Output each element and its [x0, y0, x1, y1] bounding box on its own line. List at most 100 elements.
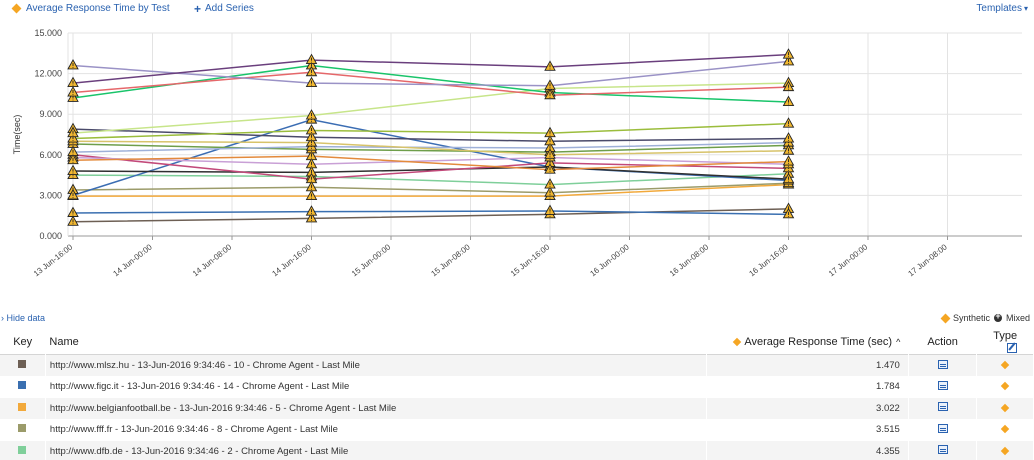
- key-cell: [0, 376, 46, 398]
- chart-action-icon[interactable]: [937, 402, 948, 412]
- chart-action-icon[interactable]: [937, 380, 948, 390]
- name-cell: http://www.mlsz.hu - 13-Jun-2016 9:34:46…: [45, 354, 707, 376]
- plus-icon: +: [194, 1, 202, 16]
- header-art[interactable]: Average Response Time (sec) ^: [706, 330, 908, 355]
- sort-ascending-icon[interactable]: ^: [896, 337, 901, 347]
- warning-marker-dot: [549, 156, 551, 158]
- x-tick-label: 16 Jun-16:00: [747, 242, 790, 278]
- synthetic-diamond-icon: [11, 3, 22, 14]
- warning-marker-dot: [549, 212, 551, 214]
- name-cell: http://www.belgianfootball.be - 13-Jun-2…: [45, 397, 707, 419]
- warning-marker-dot: [72, 99, 74, 101]
- table-row[interactable]: http://www.dfb.de - 13-Jun-2016 9:34:46 …: [0, 440, 1034, 460]
- warning-marker-dot: [311, 219, 312, 221]
- x-tick-label: 15 Jun-00:00: [350, 242, 393, 278]
- warning-marker-dot: [72, 223, 74, 225]
- warning-marker-dot: [549, 194, 551, 196]
- warning-marker-dot: [72, 142, 74, 144]
- warning-marker-dot: [788, 88, 789, 90]
- templates-dropdown[interactable]: Templates ▾: [976, 3, 1028, 14]
- x-tick-label: 16 Jun-00:00: [588, 242, 631, 278]
- add-series-label: Add Series: [205, 3, 254, 14]
- warning-marker-dot: [788, 125, 789, 127]
- y-tick-label: 6.000: [39, 150, 62, 160]
- table-row[interactable]: http://www.figc.it - 13-Jun-2016 9:34:46…: [0, 376, 1034, 398]
- name-cell: http://www.dfb.de - 13-Jun-2016 9:34:46 …: [45, 440, 707, 460]
- warning-marker-dot: [549, 215, 551, 217]
- table-row[interactable]: http://www.mlsz.hu - 13-Jun-2016 9:34:46…: [0, 354, 1034, 376]
- warning-marker-dot: [549, 186, 551, 188]
- key-cell: [0, 419, 46, 441]
- table-row[interactable]: http://www.fff.fr - 13-Jun-2016 9:34:46 …: [0, 419, 1034, 441]
- warning-marker-dot: [788, 165, 789, 167]
- legend-bar: › Hide data Synthetic Mixed: [0, 310, 1034, 330]
- warning-marker-dot: [549, 96, 551, 98]
- series-line: [72, 140, 789, 156]
- key-cell: [0, 440, 46, 460]
- synthetic-diamond-icon: [1000, 446, 1010, 455]
- synthetic-diamond-icon: [940, 313, 951, 323]
- action-cell: [908, 440, 978, 460]
- warning-marker-dot: [72, 176, 74, 178]
- series-line: [72, 141, 789, 153]
- x-tick-label: 13 Jun-16:00: [32, 242, 75, 278]
- key-cell: [0, 397, 46, 419]
- warning-marker-dot: [788, 56, 789, 58]
- warning-marker-dot: [549, 171, 551, 173]
- chart-action-icon[interactable]: [937, 359, 948, 369]
- chart-title[interactable]: Average Response Time by Test: [26, 3, 170, 14]
- series-line: [72, 182, 789, 194]
- warning-marker-dot: [311, 121, 312, 123]
- series-color-swatch: [18, 402, 27, 411]
- warning-marker-dot: [311, 213, 312, 215]
- series-color-swatch: [18, 381, 27, 390]
- chart-header: Average Response Time by Test + Add Seri…: [0, 0, 1034, 20]
- chart-title-wrap[interactable]: Average Response Time by Test: [11, 3, 170, 14]
- header-type: Type: [977, 330, 1034, 355]
- warning-marker-dot: [549, 142, 551, 144]
- action-cell: [908, 376, 978, 398]
- name-cell: http://www.figc.it - 13-Jun-2016 9:34:46…: [45, 376, 707, 398]
- warning-marker-dot: [788, 169, 789, 171]
- series-line: [73, 183, 789, 197]
- warning-marker-dot: [549, 68, 551, 70]
- warning-marker-dot: [72, 196, 74, 198]
- add-series-button[interactable]: + Add Series: [194, 1, 254, 16]
- type-cell: [976, 397, 1034, 419]
- action-cell: [908, 354, 978, 376]
- action-cell: [908, 397, 978, 419]
- series-line: [72, 208, 789, 223]
- series-line: [72, 155, 789, 171]
- warning-marker-dot: [788, 163, 789, 165]
- hide-data-link[interactable]: › Hide data: [1, 313, 46, 323]
- templates-label: Templates: [976, 3, 1022, 14]
- art-cell: 3.022: [706, 397, 909, 419]
- art-cell: 1.784: [706, 376, 909, 398]
- art-cell: 1.470: [706, 354, 909, 376]
- y-tick-label: 9.000: [39, 109, 62, 119]
- table-row[interactable]: http://www.belgianfootball.be - 13-Jun-2…: [0, 397, 1034, 419]
- chart-action-icon[interactable]: [937, 423, 948, 433]
- synthetic-diamond-icon: [1000, 425, 1010, 434]
- series-line: [72, 60, 789, 87]
- series-line: [72, 53, 789, 84]
- warning-marker-dot: [788, 140, 789, 142]
- warning-marker-dot: [311, 148, 312, 150]
- warning-marker-dot: [72, 134, 74, 136]
- x-tick-label: 14 Jun-16:00: [270, 242, 313, 278]
- warning-marker-dot: [788, 180, 789, 182]
- warning-marker-dot: [311, 61, 312, 63]
- x-tick-label: 15 Jun-08:00: [429, 242, 472, 278]
- warning-marker-dot: [788, 152, 789, 154]
- warning-marker-dot: [72, 153, 74, 155]
- chart-action-icon[interactable]: [937, 445, 948, 455]
- x-tick-label: 17 Jun-00:00: [827, 242, 870, 278]
- synthetic-label: Synthetic: [952, 313, 990, 323]
- edit-columns-icon[interactable]: [1007, 343, 1018, 354]
- series-color-swatch: [18, 424, 27, 433]
- mixed-icon: [993, 311, 1002, 322]
- synthetic-diamond-icon: [1000, 382, 1010, 391]
- header-name[interactable]: Name: [49, 336, 79, 348]
- warning-marker-dot: [788, 184, 789, 186]
- table-header-row: Key Name Average Response Time (sec) ^ A…: [0, 330, 1034, 355]
